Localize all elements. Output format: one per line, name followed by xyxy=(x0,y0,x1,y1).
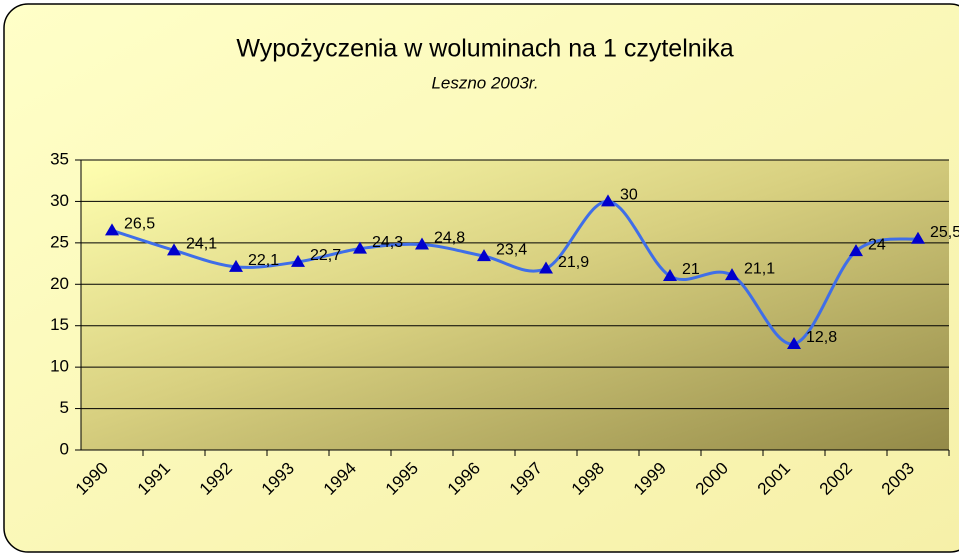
data-label: 21 xyxy=(682,261,700,278)
data-label: 25,5 xyxy=(930,224,959,241)
data-point xyxy=(663,269,677,281)
data-point xyxy=(291,254,305,267)
data-point xyxy=(911,231,925,244)
plot-area xyxy=(81,160,949,450)
data-label: 24 xyxy=(868,236,886,253)
y-tick-label: 20 xyxy=(50,274,69,293)
data-label: 24,3 xyxy=(372,234,403,251)
y-tick-label: 35 xyxy=(50,149,69,168)
data-label: 23,4 xyxy=(496,241,527,258)
data-label: 21,9 xyxy=(558,254,589,271)
data-point xyxy=(229,259,243,272)
data-point xyxy=(353,241,367,254)
data-label: 22,7 xyxy=(310,247,341,264)
y-tick-label: 5 xyxy=(60,398,69,417)
y-tick-label: 25 xyxy=(50,232,69,251)
y-tick-label: 10 xyxy=(50,357,69,376)
y-tick-label: 30 xyxy=(50,191,69,210)
data-label: 21,1 xyxy=(744,260,775,277)
data-label: 22,1 xyxy=(248,252,279,269)
data-point xyxy=(787,336,801,349)
data-point xyxy=(601,194,615,207)
data-label: 24,1 xyxy=(186,236,217,253)
chart-subtitle: Leszno 2003r. xyxy=(431,73,538,92)
data-point xyxy=(539,261,553,274)
data-point xyxy=(849,244,863,257)
data-point xyxy=(167,243,181,256)
data-label: 24,8 xyxy=(434,230,465,247)
data-point xyxy=(725,268,739,281)
data-label: 26,5 xyxy=(124,216,155,233)
y-tick-label: 0 xyxy=(60,439,69,458)
chart-title: Wypożyczenia w woluminach na 1 czytelnik… xyxy=(236,35,733,63)
data-label: 30 xyxy=(620,187,638,204)
y-tick-label: 15 xyxy=(50,315,69,334)
data-point xyxy=(105,223,119,236)
data-label: 12,8 xyxy=(806,329,837,346)
data-point xyxy=(415,237,429,250)
data-point xyxy=(477,249,491,262)
